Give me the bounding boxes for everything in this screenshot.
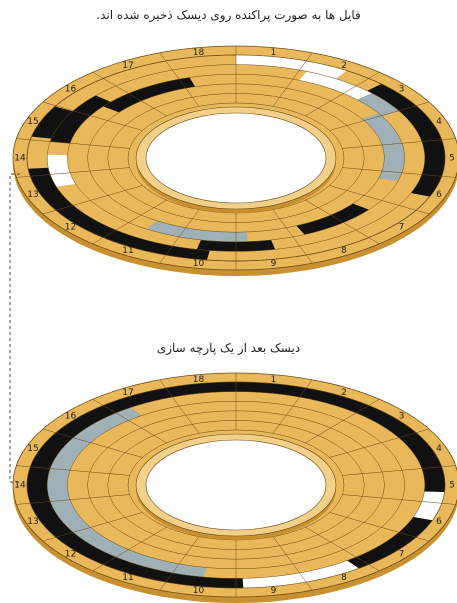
file-block-white <box>236 55 347 79</box>
sector-line <box>159 209 200 264</box>
file-block-black <box>367 83 445 197</box>
file-block-black <box>50 95 111 144</box>
sector-number: 7 <box>399 222 405 232</box>
sector-number: 17 <box>122 61 133 71</box>
file-block-gray <box>357 93 400 117</box>
sector-line <box>305 199 380 245</box>
sector-line <box>329 185 430 215</box>
sector-number: 4 <box>436 117 442 127</box>
file-block-gray <box>361 113 405 182</box>
bottom-caption: دیسک بعد از یک پارچه سازی <box>156 341 301 355</box>
top-caption: فایل ها به صورت پراکنده روی دیسک ذخیره ش… <box>96 8 361 22</box>
sector-number: 13 <box>27 517 38 527</box>
file-block-white <box>47 154 76 187</box>
sector-line <box>342 138 456 149</box>
sector-line <box>329 428 430 458</box>
sector-number: 3 <box>399 85 405 95</box>
sector-number: 5 <box>449 481 455 491</box>
sector-line <box>342 494 456 505</box>
sector-line <box>16 138 130 149</box>
sector-number: 2 <box>341 388 347 398</box>
sector-line <box>92 199 167 245</box>
sector-line <box>305 71 380 117</box>
sector-number: 13 <box>27 190 38 200</box>
sector-number: 10 <box>193 586 205 596</box>
sector-number: 17 <box>122 388 133 398</box>
sector-number: 9 <box>271 259 277 269</box>
file-block-gray <box>47 407 207 577</box>
sector-number: 8 <box>341 573 347 583</box>
sector-line <box>272 52 313 107</box>
sector-number: 4 <box>436 444 442 454</box>
sector-line <box>42 101 143 131</box>
file-block-black <box>28 167 210 260</box>
sector-number: 18 <box>193 48 205 58</box>
sector-number: 14 <box>14 154 26 164</box>
sector-number: 2 <box>341 61 347 71</box>
sector-line <box>92 71 167 117</box>
file-block-white <box>299 71 372 100</box>
sector-line <box>342 465 456 476</box>
sector-number: 16 <box>65 412 77 422</box>
sector-line <box>159 52 200 107</box>
sector-line <box>16 465 130 476</box>
sector-number: 5 <box>449 154 455 164</box>
sector-number: 18 <box>193 375 205 385</box>
sector-line <box>329 512 430 542</box>
file-block-black <box>296 203 369 235</box>
file-block-white <box>413 491 445 521</box>
sector-number: 10 <box>193 259 205 269</box>
sector-number: 15 <box>27 444 38 454</box>
sector-number: 7 <box>399 549 405 559</box>
file-block-black <box>31 106 73 139</box>
sector-line <box>329 101 430 131</box>
connector-dashed-line <box>9 173 20 483</box>
sector-number: 16 <box>65 85 77 95</box>
file-block-black <box>346 516 433 569</box>
sector-number: 8 <box>341 246 347 256</box>
file-block-gray <box>146 220 248 242</box>
sector-number: 11 <box>122 573 133 583</box>
file-block-black <box>236 382 445 493</box>
sector-line <box>305 398 380 444</box>
sector-line <box>272 209 313 264</box>
sector-line <box>159 379 200 434</box>
sector-line <box>42 428 143 458</box>
sector-number: 9 <box>271 586 277 596</box>
sector-number: 6 <box>436 190 442 200</box>
sector-line <box>272 379 313 434</box>
sector-number: 12 <box>65 549 76 559</box>
sector-number: 15 <box>27 117 38 127</box>
hub-hole <box>145 112 327 204</box>
file-block-black <box>103 77 196 113</box>
sector-line <box>16 167 130 178</box>
hub-hole <box>145 439 327 531</box>
sector-number: 6 <box>436 517 442 527</box>
sector-line <box>159 536 200 591</box>
sector-line <box>42 512 143 542</box>
sector-line <box>92 526 167 572</box>
sector-line <box>272 536 313 591</box>
sector-number: 3 <box>399 412 405 422</box>
sector-line <box>342 167 456 178</box>
sector-line <box>305 526 380 572</box>
sector-line <box>16 494 130 505</box>
sector-number: 11 <box>122 246 133 256</box>
sector-number: 1 <box>271 375 277 385</box>
sector-line <box>92 398 167 444</box>
sector-line <box>42 185 143 215</box>
sector-number: 14 <box>14 481 26 491</box>
sector-number: 12 <box>65 222 76 232</box>
sector-number: 1 <box>271 48 277 58</box>
